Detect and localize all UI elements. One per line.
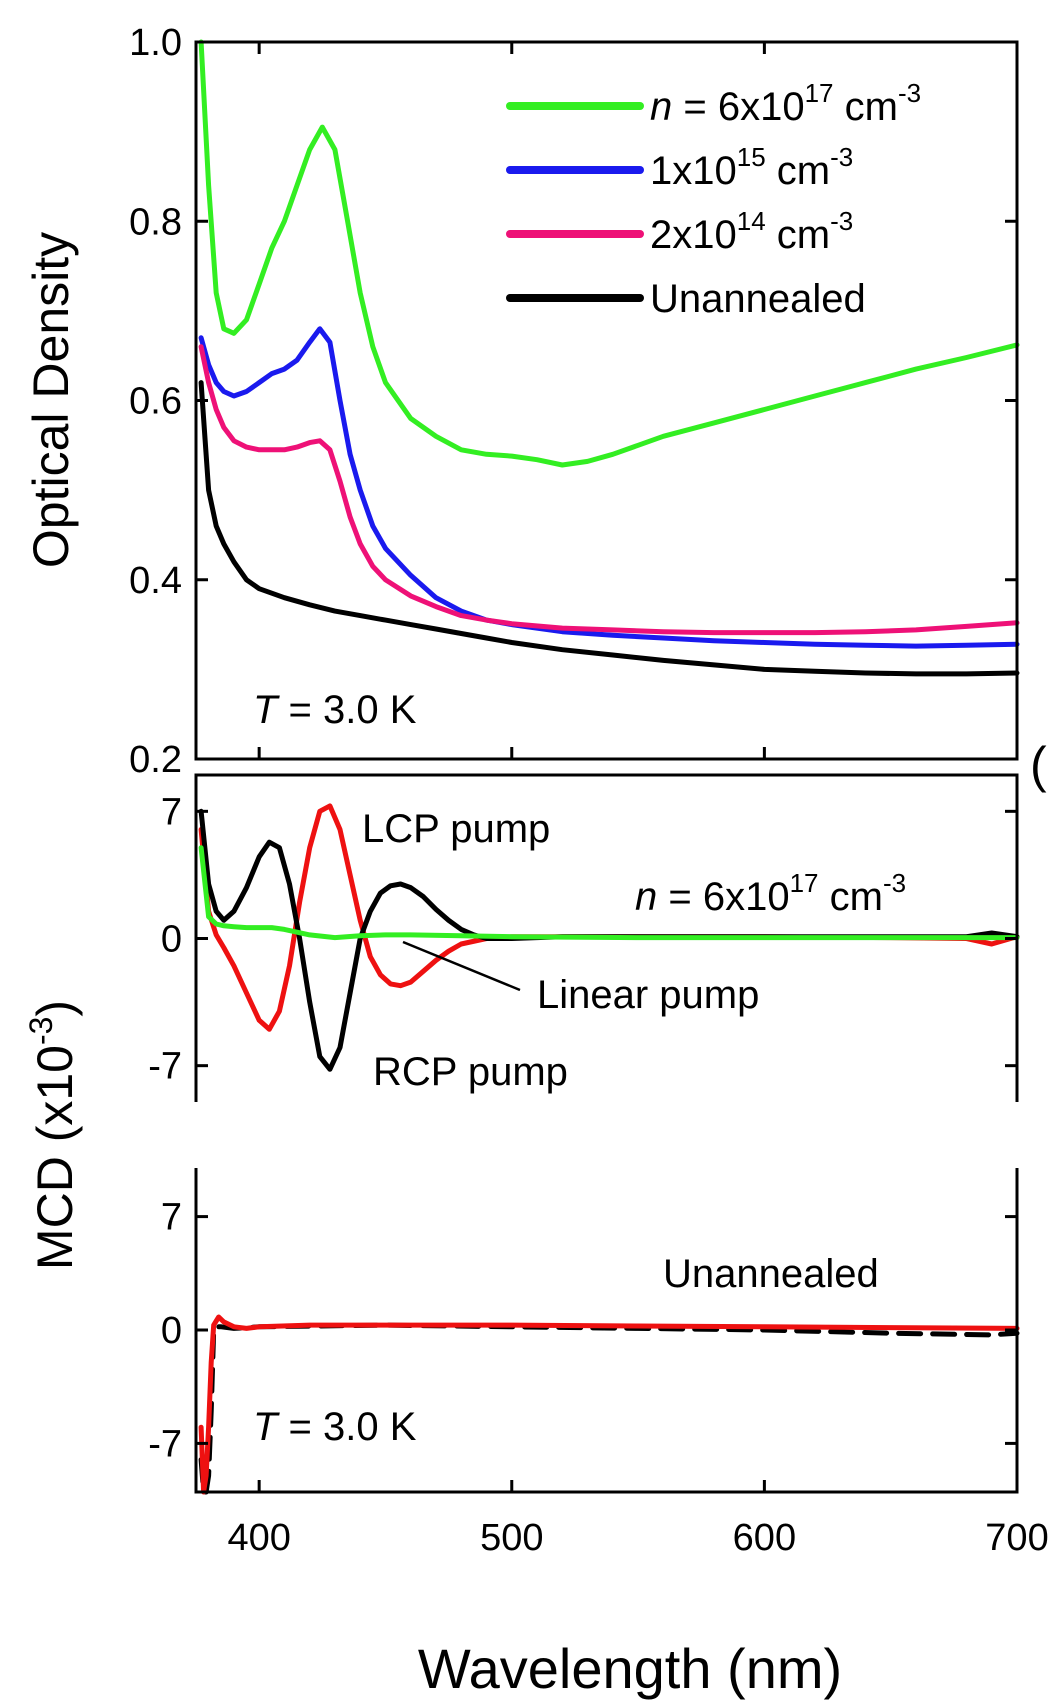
y-tick-label: -7: [148, 1046, 182, 1088]
linear-pump-pointer: [402, 940, 521, 992]
y-tick-label: 1.0: [129, 22, 182, 64]
series-line-1-1: [198, 808, 1020, 1072]
mid-density-annotation: n = 6x1017 cm-3: [635, 868, 906, 919]
series-line-0-1: [198, 326, 1020, 649]
y-tick-label: -7: [148, 1423, 182, 1465]
x-tick-label: 500: [480, 1517, 543, 1559]
mcd-annealed-panel: -7 0 7 n = 6x1017 cm-3 LCP pump Linear pum…: [148, 773, 1020, 1102]
y-tick-label: 0.8: [129, 201, 182, 243]
top-plot-frame: [194, 40, 1019, 761]
legend: n = 6x1017 cm-3 1x1015 cm-3 2x1014 cm-3 Una…: [506, 78, 921, 321]
unannealed-label: Unannealed: [663, 1252, 879, 1296]
y-tick-label: 0.2: [129, 739, 182, 781]
series-line-0-3: [198, 380, 1020, 677]
y-tick-label: 0.4: [129, 560, 182, 602]
mcd-axis-label: MCD (x10-3): [23, 1000, 83, 1270]
linear-pump-label: Linear pump: [537, 973, 759, 1017]
legend-label: 2x1014 cm-3: [650, 206, 853, 257]
y-tick-label: 0: [161, 919, 182, 961]
mcd-unannealed-panel: -7 0 7 400 500 600 700 Unannealed T = 3.0 K W…: [148, 1168, 1049, 1700]
series-line-0-0: [198, 39, 1020, 468]
legend-label: n = 6x1017 cm-3: [650, 78, 921, 129]
top-temperature-annotation: T = 3.0 K: [253, 688, 417, 732]
y-tick-label: 7: [161, 1197, 182, 1239]
series-line-0-2: [198, 344, 1020, 636]
x-tick-label: 700: [985, 1517, 1048, 1559]
series-line-2-1: [198, 1314, 1020, 1495]
y-tick-label: 0: [161, 1310, 182, 1352]
y-tick-label: 0.6: [129, 381, 182, 423]
y-tick-label: 7: [161, 791, 182, 833]
optical-density-axis-label: Optical Density: [23, 232, 79, 568]
x-tick-label: 600: [733, 1517, 796, 1559]
series-line-1-2: [198, 845, 1020, 941]
legend-label: 1x1015 cm-3: [650, 142, 853, 193]
x-tick-label: 400: [227, 1517, 290, 1559]
wavelength-axis-label: Wavelength (nm): [418, 1637, 842, 1700]
legend-label: Unannealed: [650, 277, 866, 321]
optical-density-panel: 0.2 0.4 0.6 0.8 1.0 Optical Density T = 3.0 …: [23, 22, 1020, 781]
bottom-temperature-annotation: T = 3.0 K: [253, 1405, 417, 1449]
lcp-pump-label: LCP pump: [362, 807, 550, 851]
rcp-pump-label: RCP pump: [373, 1050, 568, 1094]
edge-glyph: (: [1030, 737, 1047, 793]
